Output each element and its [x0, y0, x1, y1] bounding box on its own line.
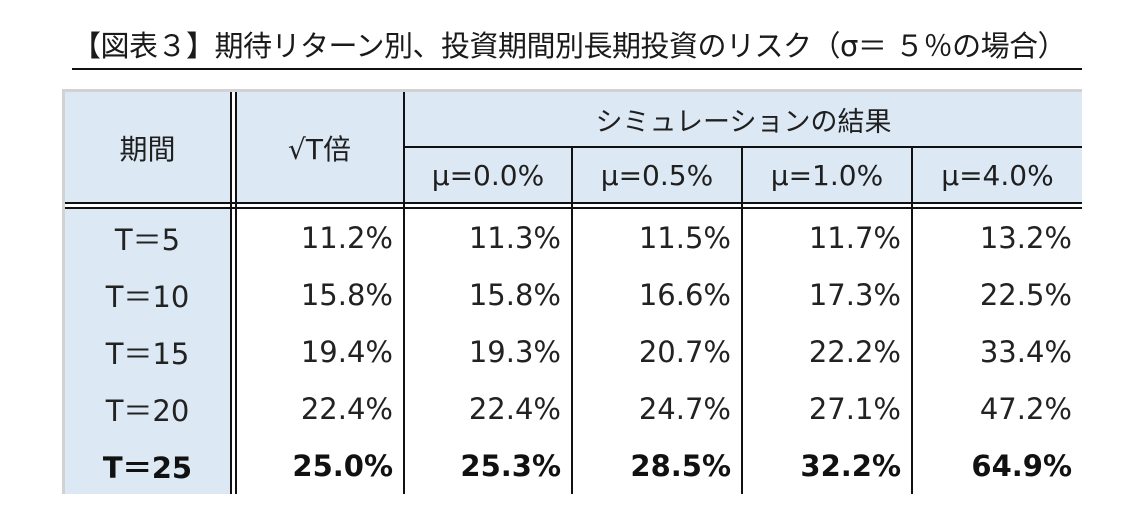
- row-period: T＝25: [65, 437, 230, 494]
- row-mu-2: 11.7%: [743, 209, 911, 266]
- row-period: T＝15: [65, 323, 230, 380]
- grid-line: [911, 146, 913, 494]
- row-mu-0: 15.8%: [405, 266, 571, 323]
- table-frame-left: [62, 89, 65, 494]
- table-frame-top: [62, 89, 1082, 92]
- row-period: T＝5: [65, 209, 230, 266]
- row-mu-2: 27.1%: [743, 380, 911, 437]
- row-mu-3: 64.9%: [913, 437, 1082, 494]
- grid-line: [403, 92, 405, 494]
- grid-line: [65, 207, 1082, 209]
- row-mu-0: 22.4%: [405, 380, 571, 437]
- header-sqrt-t: √T倍: [236, 92, 403, 203]
- grid-line: [230, 92, 232, 494]
- row-mu-1: 16.6%: [573, 266, 741, 323]
- figure-title: 【図表３】期待リターン別、投資期間別長期投資のリスク（σ＝ ５％の場合）: [72, 26, 1082, 70]
- row-mu-3: 47.2%: [913, 380, 1082, 437]
- grid-line: [741, 146, 743, 494]
- row-sqrt-t: 25.0%: [236, 437, 403, 494]
- row-period: T＝10: [65, 266, 230, 323]
- row-mu-2: 17.3%: [743, 266, 911, 323]
- row-sqrt-t: 19.4%: [236, 323, 403, 380]
- header-mu-3: μ=4.0%: [913, 148, 1082, 202]
- row-mu-2: 32.2%: [743, 437, 911, 494]
- row-period: T＝20: [65, 380, 230, 437]
- header-simulation-group: シミュレーションの結果: [405, 92, 1082, 146]
- risk-table: 期間 √T倍 シミュレーションの結果 μ=0.0% μ=0.5% μ=1.0% …: [62, 89, 1082, 494]
- row-mu-1: 24.7%: [573, 380, 741, 437]
- grid-line: [235, 92, 237, 494]
- row-mu-3: 13.2%: [913, 209, 1082, 266]
- row-sqrt-t: 15.8%: [236, 266, 403, 323]
- header-mu-1: μ=0.5%: [573, 148, 741, 202]
- header-mu-2: μ=1.0%: [743, 148, 911, 202]
- header-period: 期間: [65, 92, 230, 203]
- header-mu-0: μ=0.0%: [405, 148, 571, 202]
- row-mu-0: 11.3%: [405, 209, 571, 266]
- row-mu-0: 19.3%: [405, 323, 571, 380]
- row-mu-2: 22.2%: [743, 323, 911, 380]
- row-mu-3: 22.5%: [913, 266, 1082, 323]
- grid-line: [65, 202, 1082, 204]
- row-mu-1: 11.5%: [573, 209, 741, 266]
- row-sqrt-t: 22.4%: [236, 380, 403, 437]
- row-mu-1: 28.5%: [573, 437, 741, 494]
- grid-line: [571, 146, 573, 494]
- row-mu-3: 33.4%: [913, 323, 1082, 380]
- row-sqrt-t: 11.2%: [236, 209, 403, 266]
- row-mu-1: 20.7%: [573, 323, 741, 380]
- row-mu-0: 25.3%: [405, 437, 571, 494]
